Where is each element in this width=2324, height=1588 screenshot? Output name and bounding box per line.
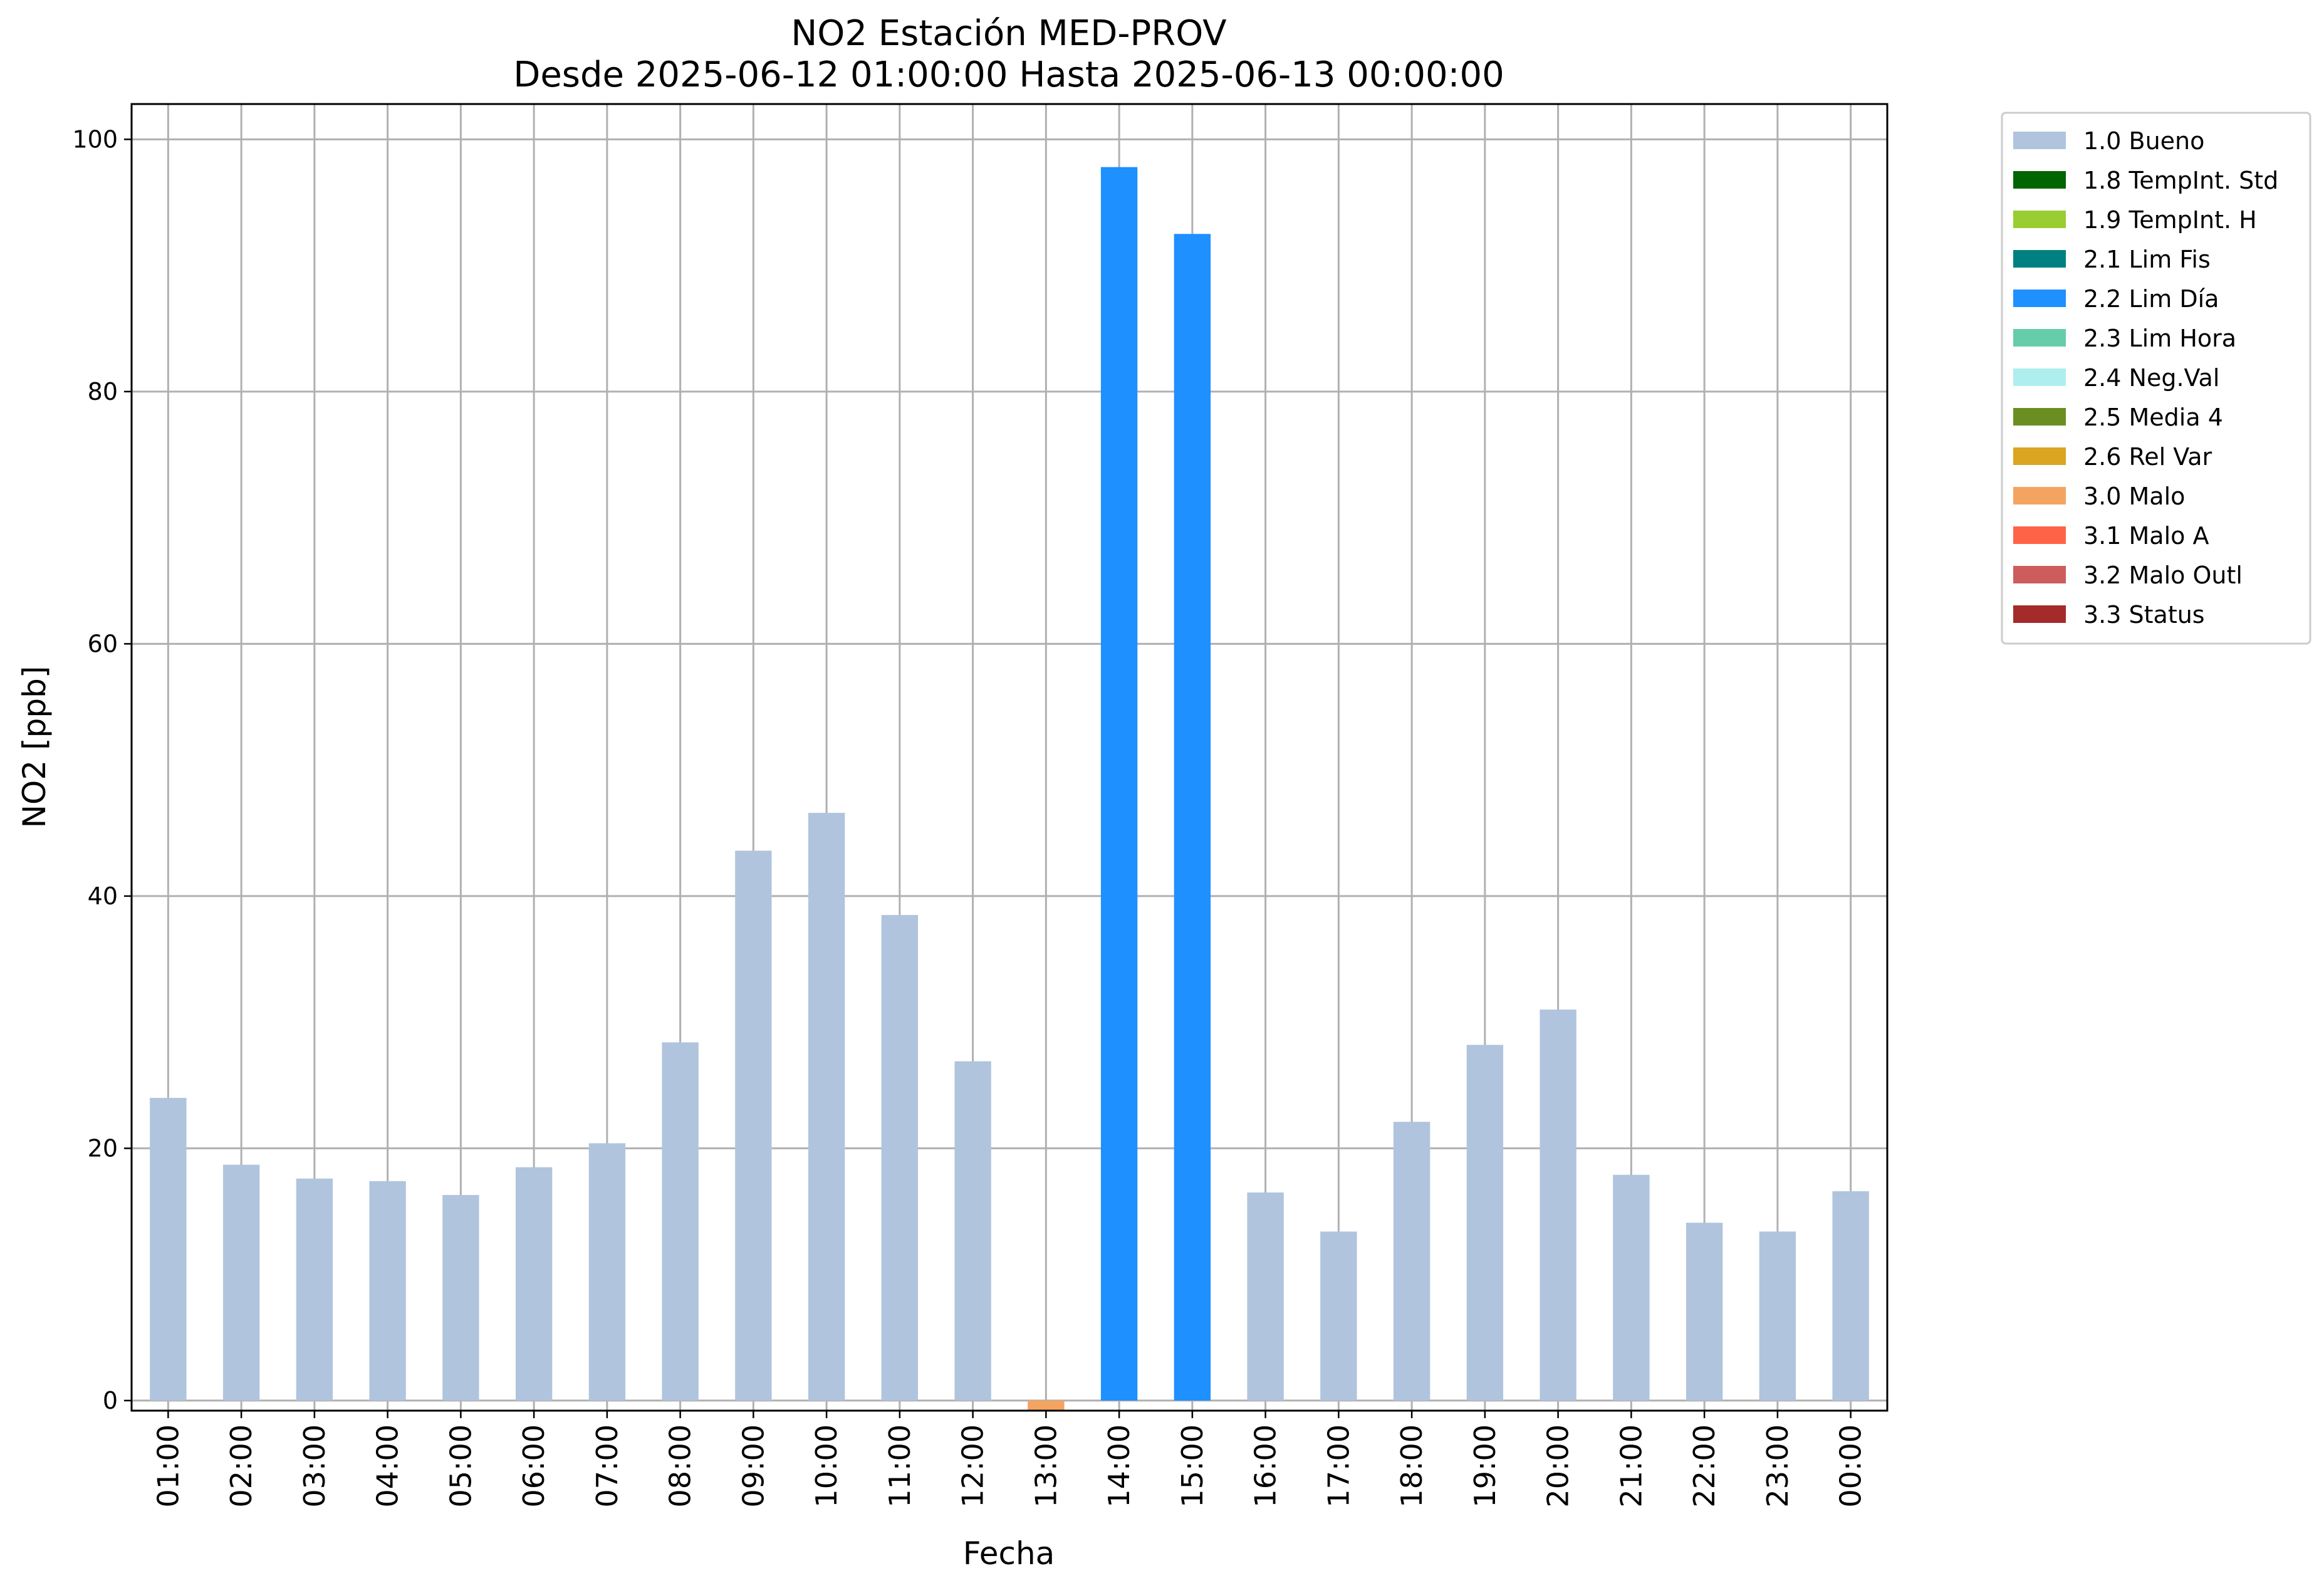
bar <box>1174 234 1211 1401</box>
legend-label: 2.4 Neg.Val <box>2083 364 2219 392</box>
legend-label: 2.3 Lim Hora <box>2083 325 2236 352</box>
legend-swatch <box>2013 329 2066 347</box>
x-tick-label: 17:00 <box>1321 1424 1355 1508</box>
legend-swatch <box>2013 487 2066 504</box>
x-tick-label: 00:00 <box>1834 1424 1868 1508</box>
x-tick-label: 21:00 <box>1614 1424 1648 1508</box>
y-tick-label: 40 <box>88 882 118 910</box>
x-tick-label: 05:00 <box>444 1424 477 1508</box>
y-tick-label: 60 <box>88 630 118 657</box>
bar <box>1466 1045 1504 1401</box>
legend-swatch <box>2013 171 2066 189</box>
bar <box>369 1181 406 1401</box>
bar <box>662 1042 699 1401</box>
bar <box>1686 1223 1723 1401</box>
legend-label: 3.1 Malo A <box>2083 522 2209 550</box>
bar <box>1100 167 1138 1401</box>
y-tick-label: 80 <box>88 378 118 405</box>
x-axis-label: Fecha <box>963 1535 1055 1572</box>
bar <box>1832 1191 1869 1401</box>
y-axis-label: NO2 [ppb] <box>16 666 53 828</box>
legend-label: 2.1 Lim Fis <box>2083 246 2211 273</box>
x-tick-label: 23:00 <box>1761 1424 1795 1508</box>
legend-label: 2.2 Lim Día <box>2083 285 2219 313</box>
bar <box>150 1097 187 1401</box>
legend-swatch <box>2013 447 2066 465</box>
x-tick-label: 13:00 <box>1029 1424 1063 1508</box>
legend-swatch <box>2013 290 2066 307</box>
axis-ticks: 0 20 40 60 80 100 01:00 02:00 03:00 04:00 05:00 06:… <box>72 125 1867 1507</box>
chart-subtitle: Desde 2025-06-12 01:00:00 Hasta 2025-06-… <box>513 55 1504 95</box>
x-tick-label: 09:00 <box>736 1424 770 1508</box>
bar <box>1393 1122 1430 1401</box>
x-tick-label: 06:00 <box>517 1424 551 1508</box>
x-tick-label: 11:00 <box>883 1424 917 1508</box>
y-tick-label: 0 <box>103 1387 118 1414</box>
x-tick-label: 04:00 <box>371 1424 405 1508</box>
x-tick-label: 07:00 <box>590 1424 624 1508</box>
legend-label: 3.2 Malo Outl <box>2083 562 2243 589</box>
x-tick-label: 01:00 <box>151 1424 185 1508</box>
legend-swatch <box>2013 211 2066 228</box>
x-tick-label: 22:00 <box>1687 1424 1721 1508</box>
bar <box>1613 1174 1650 1401</box>
bar <box>515 1167 553 1401</box>
x-tick-label: 10:00 <box>810 1424 843 1508</box>
bar <box>1028 1400 1065 1411</box>
legend-swatch <box>2013 250 2066 268</box>
legend-swatch <box>2013 408 2066 426</box>
bar <box>808 813 845 1401</box>
bars <box>150 167 1869 1411</box>
x-tick-label: 02:00 <box>224 1424 258 1508</box>
bar <box>588 1143 626 1401</box>
x-tick-label: 15:00 <box>1175 1424 1209 1508</box>
bar <box>881 915 919 1401</box>
x-tick-label: 16:00 <box>1249 1424 1283 1508</box>
legend-label: 1.0 Bueno <box>2083 127 2204 155</box>
x-tick-label: 12:00 <box>956 1424 990 1508</box>
legend-swatch <box>2013 526 2066 544</box>
legend-label: 1.9 TempInt. H <box>2083 206 2257 234</box>
legend-swatch <box>2013 566 2066 583</box>
bar <box>1247 1192 1284 1401</box>
chart-title: NO2 Estación MED-PROV <box>791 13 1226 54</box>
bar <box>442 1194 479 1401</box>
x-tick-label: 20:00 <box>1541 1424 1575 1508</box>
x-tick-label: 18:00 <box>1395 1424 1429 1508</box>
x-tick-label: 03:00 <box>298 1424 331 1508</box>
legend-swatch <box>2013 605 2066 623</box>
y-tick-label: 100 <box>72 125 118 153</box>
legend-label: 2.5 Media 4 <box>2083 404 2223 431</box>
legend-label: 3.0 Malo <box>2083 483 2185 510</box>
bar <box>954 1061 991 1401</box>
legend-label: 2.6 Rel Var <box>2083 443 2212 471</box>
legend-swatch <box>2013 132 2066 149</box>
bar <box>1759 1231 1796 1401</box>
x-tick-label: 08:00 <box>664 1424 697 1508</box>
bar <box>222 1164 260 1401</box>
x-tick-label: 19:00 <box>1468 1424 1502 1508</box>
legend-swatch <box>2013 368 2066 386</box>
bar <box>1540 1010 1576 1401</box>
legend-label: 1.8 TempInt. Std <box>2083 167 2278 194</box>
bar <box>735 850 772 1401</box>
bar <box>296 1178 333 1401</box>
legend: 1.0 Bueno 1.8 TempInt. Std 1.9 TempInt. H 2… <box>2001 112 2311 645</box>
plot-frame <box>130 103 1889 1412</box>
legend-box <box>2001 112 2311 645</box>
legend-label: 3.3 Status <box>2083 601 2205 629</box>
bar <box>1320 1231 1357 1401</box>
y-tick-label: 20 <box>88 1134 118 1162</box>
x-tick-label: 14:00 <box>1102 1424 1136 1508</box>
